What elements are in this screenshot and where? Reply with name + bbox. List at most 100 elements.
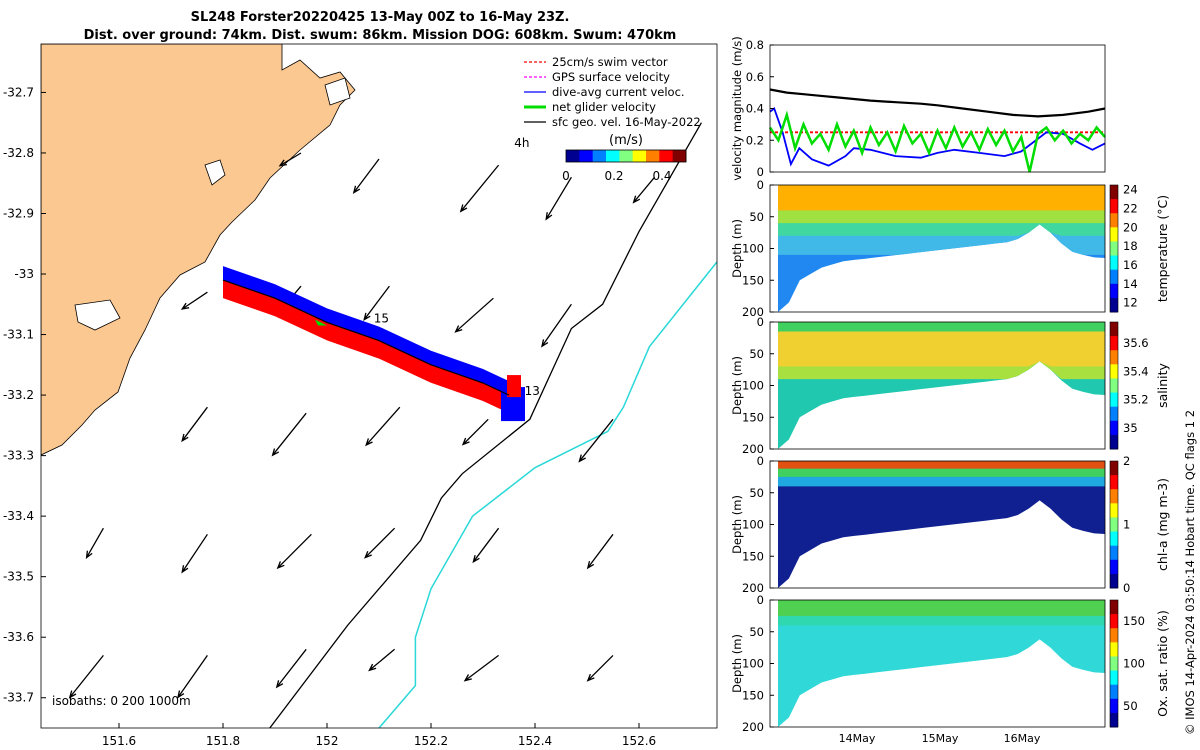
section-colorbar-segment <box>1110 517 1118 533</box>
section-colorbar-tick-label: 35 <box>1123 421 1138 435</box>
section-colorbar-segment <box>1110 670 1118 686</box>
section-colorbar-tick-label: 100 <box>1123 657 1145 671</box>
legend-entry: 25cm/s swim vector <box>552 55 668 69</box>
section-colorbar-segment <box>1110 545 1118 561</box>
section-colorbar-frame <box>1109 599 1119 728</box>
velocity-series-line <box>769 88 1106 118</box>
section-colorbar-segment <box>1110 378 1118 394</box>
section-colorbar-segment <box>1110 698 1118 714</box>
section-colorbar-segment <box>1110 269 1118 285</box>
section-colorbar-tick-label: 12 <box>1123 296 1138 310</box>
geo-velocity-arrow <box>368 648 396 672</box>
map-x-tick-label: 152.2 <box>414 734 448 748</box>
colorbar-segment <box>592 150 607 162</box>
section-colorbar-segment <box>1110 227 1118 242</box>
map-y-tick-label: -33.3 <box>3 449 34 463</box>
net-glider-velocity-arrow <box>315 319 327 326</box>
velocity-plot-bg <box>770 45 1105 172</box>
section-colorbar-segment <box>1110 475 1118 490</box>
map-plot-area: 4h 15 13 isobaths: 0 200 1000m (m/s) 0 0.2 0.4 2… <box>41 44 717 728</box>
colorbar-segment <box>672 150 687 162</box>
section-colorbar-segment <box>1110 434 1118 450</box>
section-colorbar-tick-label: 150 <box>1123 614 1145 628</box>
section-panel: 0 50 100 150 200 Depth (m) 50 100 150 Ox. sat. ra… <box>730 593 1170 745</box>
geo-velocity-arrow <box>454 297 494 333</box>
section-y-tick-label: 200 <box>742 305 764 319</box>
section-colorbar-tick-label: 16 <box>1123 258 1138 272</box>
section-colorbar-tick-label: 20 <box>1123 220 1138 234</box>
geo-velocity-arrow <box>472 527 500 564</box>
section-colorbar-frame <box>1109 184 1119 313</box>
section-y-tick-label: 150 <box>742 688 764 702</box>
section-colorbar-segment <box>1110 489 1118 504</box>
section-y-tick-label: 150 <box>742 549 764 563</box>
chart-title-line-2: Dist. over ground: 74km. Dist. swum: 86k… <box>83 28 677 43</box>
section-colorbar-segment <box>1110 614 1118 629</box>
geo-velocity-arrow <box>352 158 380 194</box>
colorbar-frame <box>565 149 687 163</box>
geo-velocity-arrow <box>271 412 307 457</box>
section-colorbar-label: chl-a (mg m-3) <box>1155 478 1170 571</box>
legend-entry: dive-avg current veloc. <box>552 85 685 99</box>
section-colorbar-segment <box>1110 420 1118 436</box>
section-colorbar-segment <box>1110 503 1118 518</box>
section-y-axis-label: Depth (m) <box>730 495 744 554</box>
map-y-tick-label: -33.2 <box>3 388 34 402</box>
section-colorbar-segment <box>1110 531 1118 547</box>
map-y-tick-label: -33.7 <box>3 691 34 705</box>
estuary-lake <box>324 77 351 106</box>
section-colorbar-tick-label: 14 <box>1123 277 1138 291</box>
section-y-tick-label: 50 <box>749 347 764 361</box>
section-layer <box>778 600 1105 727</box>
section-y-tick-label: 200 <box>742 581 764 595</box>
geo-velocity-arrow <box>275 648 307 689</box>
section-layer <box>778 322 1105 367</box>
map-axes-frame <box>40 43 718 729</box>
map-y-tick-label: -33 <box>14 267 34 281</box>
section-colorbar-segment <box>1110 199 1118 214</box>
section-y-tick-label: 50 <box>749 486 764 500</box>
map-x-tick-label: 151.8 <box>206 734 240 748</box>
isobath-1000m-line <box>378 261 717 728</box>
geo-velocity-arrow <box>180 291 208 310</box>
section-colorbar-tick-label: 1 <box>1123 518 1130 532</box>
colorbar-tick-label: 0.4 <box>652 169 671 183</box>
map-x-tick-label: 152 <box>316 734 339 748</box>
geo-velocity-arrow <box>545 176 572 221</box>
geo-velocity-arrow <box>68 654 104 699</box>
section-x-tick-label: 16May <box>1004 732 1041 745</box>
section-y-axis-label: Depth (m) <box>730 219 744 278</box>
map-y-tick-label: -33.4 <box>3 509 34 523</box>
velocity-y-tick-label: 0 <box>757 165 764 179</box>
map-x-tick-label: 152.4 <box>518 734 552 748</box>
velocity-series-line <box>769 107 1106 167</box>
section-panel: 0 50 100 150 200 Depth (m) 35 35.2 35.4 35.6 salin… <box>730 315 1170 456</box>
map-y-tick-label: -33.5 <box>3 570 34 584</box>
section-y-tick-label: 0 <box>757 315 764 329</box>
glider-track-line <box>222 279 510 396</box>
section-y-tick-label: 100 <box>742 379 764 393</box>
chart-title-line-1: SL248 Forster20220425 13-May 00Z to 16-M… <box>190 10 570 25</box>
colorbar-segment <box>632 150 647 162</box>
section-colorbar-segment <box>1110 392 1118 408</box>
colorbar-segment <box>606 150 620 162</box>
section-colorbar-segment <box>1110 559 1118 575</box>
geo-velocity-arrow <box>363 285 390 322</box>
section-y-tick-label: 50 <box>749 625 764 639</box>
section-colorbar-segment <box>1110 573 1118 589</box>
geo-velocity-arrow <box>364 527 396 559</box>
section-colorbar-segment <box>1110 406 1118 422</box>
estuary-lake <box>204 159 226 186</box>
geo-velocity-arrow <box>278 152 302 167</box>
map-annotation: 15 <box>374 311 389 325</box>
section-colorbar-segment <box>1110 213 1118 228</box>
map-x-tick-label: 152.6 <box>622 734 656 748</box>
geo-velocity-arrow <box>459 164 500 213</box>
section-colorbar-tick-label: 35.6 <box>1123 336 1149 350</box>
section-y-tick-label: 50 <box>749 210 764 224</box>
legend-entry: net glider velocity <box>552 100 656 114</box>
geo-velocity-arrow <box>578 418 614 463</box>
section-y-axis-label: Depth (m) <box>730 356 744 415</box>
colorbar-tick-label: 0.2 <box>604 169 623 183</box>
